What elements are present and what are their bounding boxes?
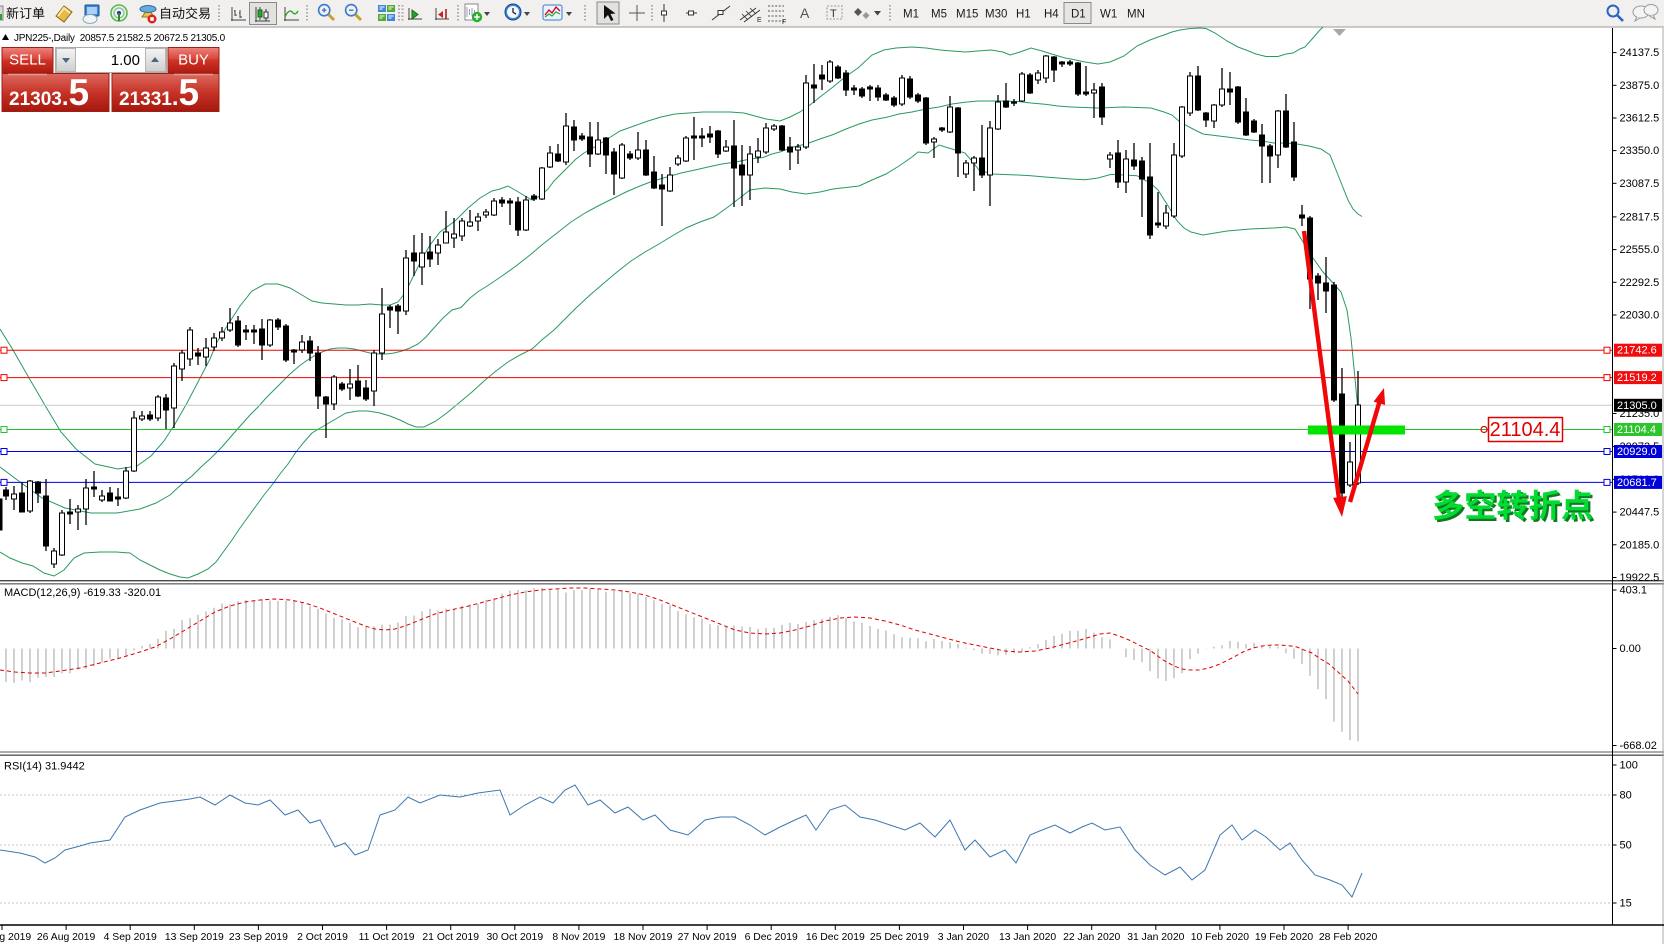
svg-text:10 Feb 2020: 10 Feb 2020 bbox=[1191, 932, 1250, 943]
svg-text:0.00: 0.00 bbox=[1620, 643, 1641, 655]
svg-text:21742.6: 21742.6 bbox=[1617, 345, 1657, 357]
svg-text:22555.0: 22555.0 bbox=[1620, 244, 1660, 256]
svg-text:21104.4: 21104.4 bbox=[1490, 419, 1561, 441]
svg-text:-668.02: -668.02 bbox=[1620, 740, 1657, 752]
svg-text:8 Nov 2019: 8 Nov 2019 bbox=[552, 932, 605, 943]
svg-text:19 Feb 2020: 19 Feb 2020 bbox=[1255, 932, 1314, 943]
svg-text:2 Oct 2019: 2 Oct 2019 bbox=[297, 932, 348, 943]
svg-text:21519.2: 21519.2 bbox=[1617, 372, 1657, 384]
svg-text:3 Jan 2020: 3 Jan 2020 bbox=[938, 932, 990, 943]
svg-text:26 Aug 2019: 26 Aug 2019 bbox=[37, 932, 96, 943]
svg-text:E: E bbox=[757, 17, 762, 24]
svg-text:50: 50 bbox=[1620, 840, 1632, 852]
svg-text:18 Nov 2019: 18 Nov 2019 bbox=[614, 932, 673, 943]
svg-text:22817.5: 22817.5 bbox=[1620, 211, 1660, 223]
svg-text:28 Feb 2020: 28 Feb 2020 bbox=[1319, 932, 1378, 943]
svg-text:27 Nov 2019: 27 Nov 2019 bbox=[678, 932, 737, 943]
svg-text:M5: M5 bbox=[931, 9, 947, 21]
svg-text:JPN225-,Daily 20857.5 21582.5: JPN225-,Daily 20857.5 21582.5 20672.5 21… bbox=[14, 33, 226, 44]
svg-text:6 Dec 2019: 6 Dec 2019 bbox=[745, 932, 798, 943]
svg-text:23350.0: 23350.0 bbox=[1620, 145, 1660, 157]
svg-text:403.1: 403.1 bbox=[1620, 585, 1648, 597]
svg-text:M15: M15 bbox=[956, 9, 978, 21]
svg-text:30 Oct 2019: 30 Oct 2019 bbox=[486, 932, 543, 943]
svg-text:23612.5: 23612.5 bbox=[1620, 113, 1660, 125]
svg-text:H4: H4 bbox=[1044, 9, 1059, 21]
svg-text:21 Oct 2019: 21 Oct 2019 bbox=[422, 932, 479, 943]
svg-text:MACD(12,26,9) -619.33 -320.01: MACD(12,26,9) -619.33 -320.01 bbox=[4, 587, 161, 599]
svg-text:21104.4: 21104.4 bbox=[1617, 424, 1656, 436]
svg-text:25 Dec 2019: 25 Dec 2019 bbox=[870, 932, 929, 943]
svg-text:D1: D1 bbox=[1071, 9, 1086, 21]
svg-text:20185.0: 20185.0 bbox=[1620, 539, 1660, 551]
svg-text:100: 100 bbox=[1620, 760, 1638, 772]
svg-text:16 Dec 2019: 16 Dec 2019 bbox=[806, 932, 865, 943]
svg-text:4 Sep 2019: 4 Sep 2019 bbox=[104, 932, 157, 943]
svg-text:T: T bbox=[830, 8, 837, 20]
svg-text:13 Sep 2019: 13 Sep 2019 bbox=[165, 932, 224, 943]
svg-text:A: A bbox=[800, 5, 810, 21]
svg-text:23087.5: 23087.5 bbox=[1620, 178, 1660, 190]
svg-text:BUY: BUY bbox=[178, 52, 209, 69]
svg-text:31 Jan 2020: 31 Jan 2020 bbox=[1127, 932, 1184, 943]
svg-text:22030.0: 22030.0 bbox=[1620, 310, 1660, 322]
svg-text:22 Jan 2020: 22 Jan 2020 bbox=[1063, 932, 1120, 943]
svg-text:21305.0: 21305.0 bbox=[1617, 400, 1657, 412]
svg-text:24137.5: 24137.5 bbox=[1620, 47, 1660, 59]
svg-text:MN: MN bbox=[1127, 9, 1145, 21]
svg-text:11 Oct 2019: 11 Oct 2019 bbox=[359, 932, 415, 943]
svg-text:RSI(14) 31.9442: RSI(14) 31.9442 bbox=[4, 761, 85, 773]
svg-text:M1: M1 bbox=[903, 9, 919, 21]
svg-text:22292.5: 22292.5 bbox=[1620, 277, 1660, 289]
svg-text:20447.5: 20447.5 bbox=[1620, 507, 1660, 519]
svg-text:23 Sep 2019: 23 Sep 2019 bbox=[229, 932, 288, 943]
svg-text:19922.5: 19922.5 bbox=[1620, 572, 1660, 584]
svg-text:23875.0: 23875.0 bbox=[1620, 80, 1660, 92]
svg-text:20681.7: 20681.7 bbox=[1617, 477, 1657, 489]
svg-text:W1: W1 bbox=[1100, 9, 1117, 21]
svg-text:F: F bbox=[782, 19, 786, 26]
svg-text:1.00: 1.00 bbox=[111, 52, 140, 69]
svg-text:20929.0: 20929.0 bbox=[1617, 446, 1657, 458]
svg-text:H1: H1 bbox=[1016, 9, 1031, 21]
svg-text:15: 15 bbox=[1620, 898, 1632, 910]
svg-text:16 Aug 2019: 16 Aug 2019 bbox=[0, 932, 31, 943]
svg-text:13 Jan 2020: 13 Jan 2020 bbox=[999, 932, 1056, 943]
svg-text:SELL: SELL bbox=[9, 52, 46, 69]
svg-text:80: 80 bbox=[1620, 790, 1632, 802]
svg-text:M30: M30 bbox=[985, 9, 1007, 21]
